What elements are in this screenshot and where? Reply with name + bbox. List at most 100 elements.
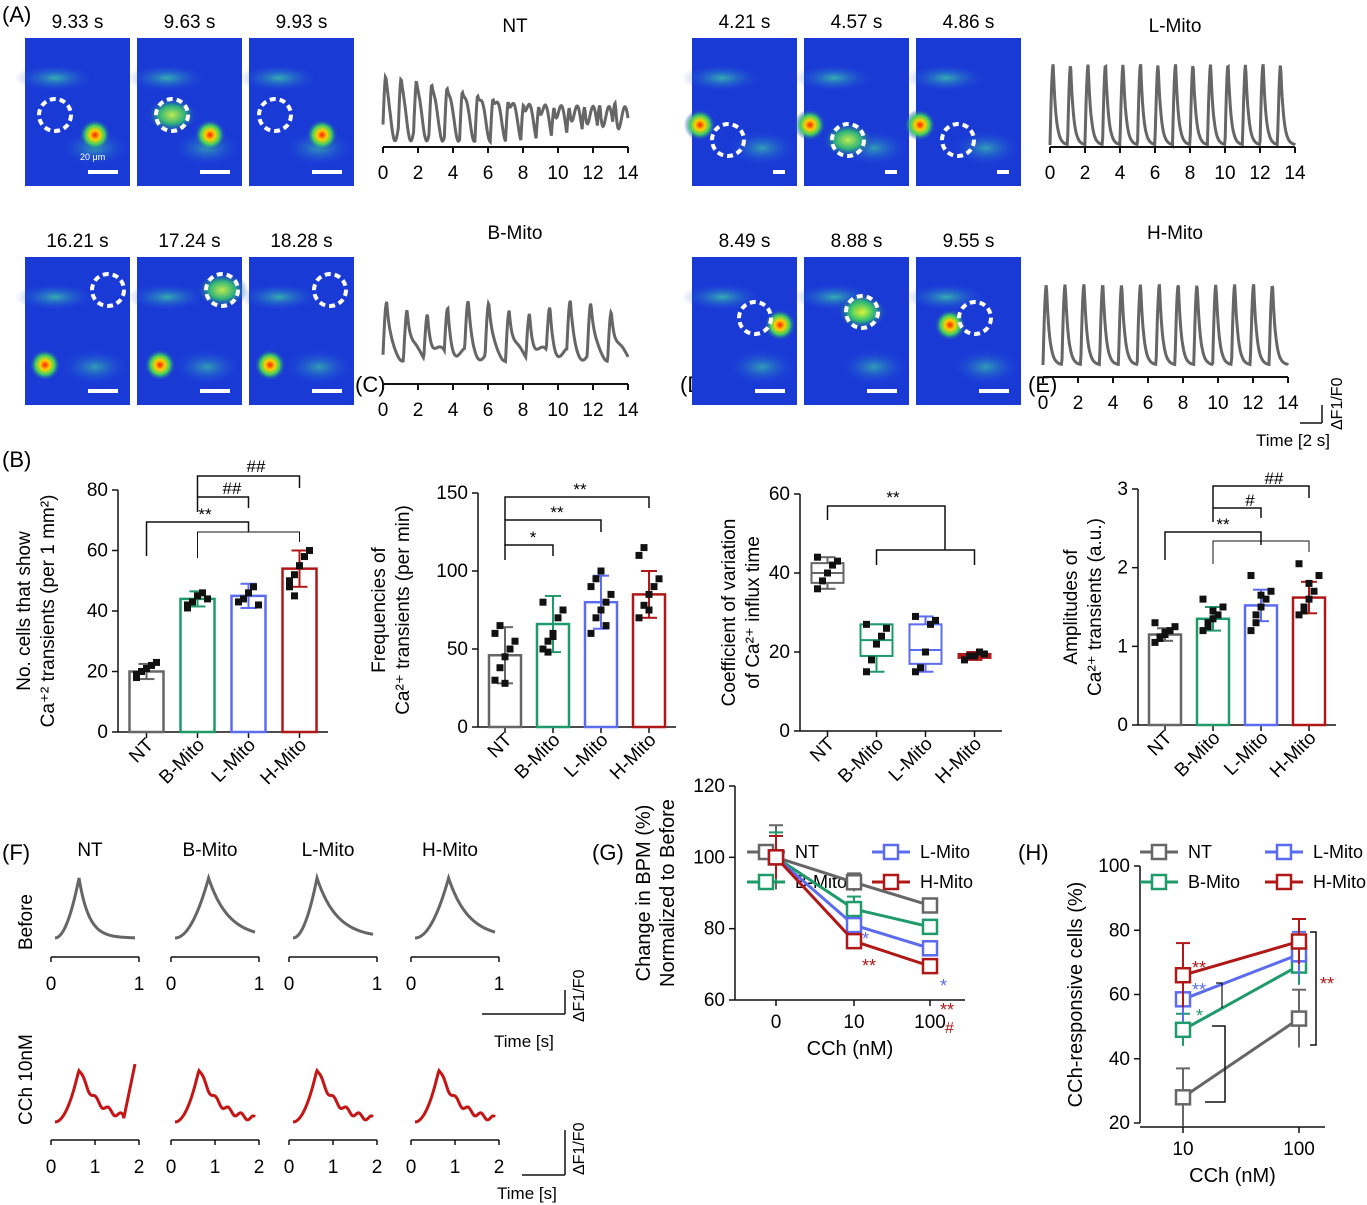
data-point [194, 592, 201, 600]
x-tick-label: 10 [1172, 1139, 1193, 1160]
roi-circle [830, 122, 866, 158]
trace-tick-label: 6 [1143, 393, 1154, 414]
significance-label: ** [1192, 958, 1206, 978]
data-point [587, 583, 595, 591]
panel-label-b: (B) [2, 447, 31, 472]
data-point [1161, 628, 1169, 636]
calcium-image [916, 38, 1021, 186]
data-point [981, 650, 988, 658]
y-tick-label: 80 [704, 919, 725, 940]
frame-time: 9.93 s [276, 12, 328, 33]
legend-label: H-Mito [920, 872, 973, 892]
significance-label: # [1245, 491, 1255, 510]
data-point [912, 612, 919, 620]
scale-bar-x-label: Time [2 s] [1256, 431, 1330, 450]
data-point [635, 551, 643, 559]
legend-label: L-Mito [920, 842, 970, 862]
legend-marker [1275, 843, 1293, 861]
f-tick-label: 2 [254, 1157, 265, 1178]
frame-time: 9.63 s [164, 12, 216, 33]
y-tick-label: 2 [1117, 558, 1128, 579]
x-tick-label: B-Mito [834, 734, 888, 788]
data-point [496, 622, 504, 630]
trace-tick-label: 0 [1038, 393, 1049, 414]
trace-tick-label: 12 [582, 400, 603, 421]
significance-bracket [1212, 507, 1262, 522]
data-point [506, 645, 514, 653]
y-axis-label: Ca²⁺ transients (a.u.) [1085, 518, 1106, 696]
data-marker [921, 918, 939, 936]
y-tick-label: 50 [447, 639, 468, 660]
significance-bracket [504, 496, 650, 520]
data-point [819, 577, 826, 585]
y-tick-label: 1 [1117, 636, 1128, 657]
data-point [511, 637, 519, 645]
trace-tick-label: 10 [547, 163, 568, 184]
panel-a: NT 9.33 s 20 μm 9.63 s 9.93 s 0 2 4 6 8 10 12 14 L-Mi… [15, 12, 1346, 450]
data-marker [1174, 1089, 1192, 1106]
f-tick-label: 1 [210, 1157, 221, 1178]
f-tick-label: 2 [372, 1157, 383, 1178]
data-point [1209, 615, 1217, 623]
data-point [655, 575, 663, 583]
data-point [602, 598, 610, 606]
significance-bracket [875, 549, 976, 565]
data-point [650, 583, 658, 591]
panel-label-a: (A) [2, 2, 31, 27]
y-tick-label: 0 [457, 717, 468, 738]
legend-marker [1275, 873, 1293, 891]
significance-bracket [197, 531, 300, 558]
calcium-trace [381, 71, 630, 146]
data-point [814, 553, 821, 561]
significance-label: * [862, 929, 869, 949]
data-point [1199, 627, 1207, 635]
group-title-b-mito: B-Mito [488, 223, 543, 244]
panel-label-h: (H) [1018, 840, 1049, 865]
data-point [602, 622, 610, 630]
before-trace [175, 872, 256, 940]
data-point [1295, 560, 1303, 568]
frame-time: 17.24 s [158, 231, 220, 252]
data-point [640, 544, 648, 552]
f-tick-label: 1 [450, 1157, 461, 1178]
significance-label: ** [886, 488, 900, 507]
trace-tick-label: 8 [1178, 393, 1189, 414]
significance-bracket [1216, 982, 1223, 1008]
calcium-image [249, 38, 354, 186]
x-tick-label: L-Mito [1220, 728, 1272, 780]
trace-tick-label: 14 [1284, 163, 1306, 184]
legend-label: B-Mito [1188, 872, 1240, 892]
y-tick-label: 20 [1109, 1113, 1130, 1134]
data-point [927, 620, 934, 628]
calcium-trace [1048, 63, 1297, 149]
panel-label-c: (C) [355, 372, 386, 397]
x-tick-label: H-Mito [932, 734, 986, 788]
data-point [1262, 595, 1270, 603]
f-group-title: NT [77, 840, 103, 861]
series-line [1182, 1017, 1300, 1099]
roi-circle [940, 122, 976, 158]
cch-trace [174, 1067, 256, 1124]
calcium-trace [381, 298, 630, 364]
trace-tick-label: 8 [518, 163, 529, 184]
chart-B: 0 20 40 60 80 No. cells that show Ca⁺² transie… [14, 457, 328, 789]
data-point [1247, 627, 1255, 635]
series-line [1182, 940, 1300, 977]
box [908, 623, 943, 665]
data-point [153, 658, 160, 666]
roi-circle [844, 294, 880, 330]
data-point [917, 664, 924, 672]
y-axis-label: Ca⁺² transients (per 1 mm²) [38, 495, 59, 728]
significance-label: ## [1265, 469, 1284, 488]
data-point [814, 585, 821, 593]
data-point [143, 664, 150, 672]
significance-bracket [1310, 931, 1317, 1046]
data-point [863, 620, 870, 628]
f-group-title: H-Mito [422, 840, 478, 861]
data-point [189, 598, 196, 606]
data-point [863, 668, 870, 676]
y-tick-label: 20 [769, 642, 790, 663]
legend-marker [1150, 873, 1168, 891]
image-texture [15, 283, 95, 311]
